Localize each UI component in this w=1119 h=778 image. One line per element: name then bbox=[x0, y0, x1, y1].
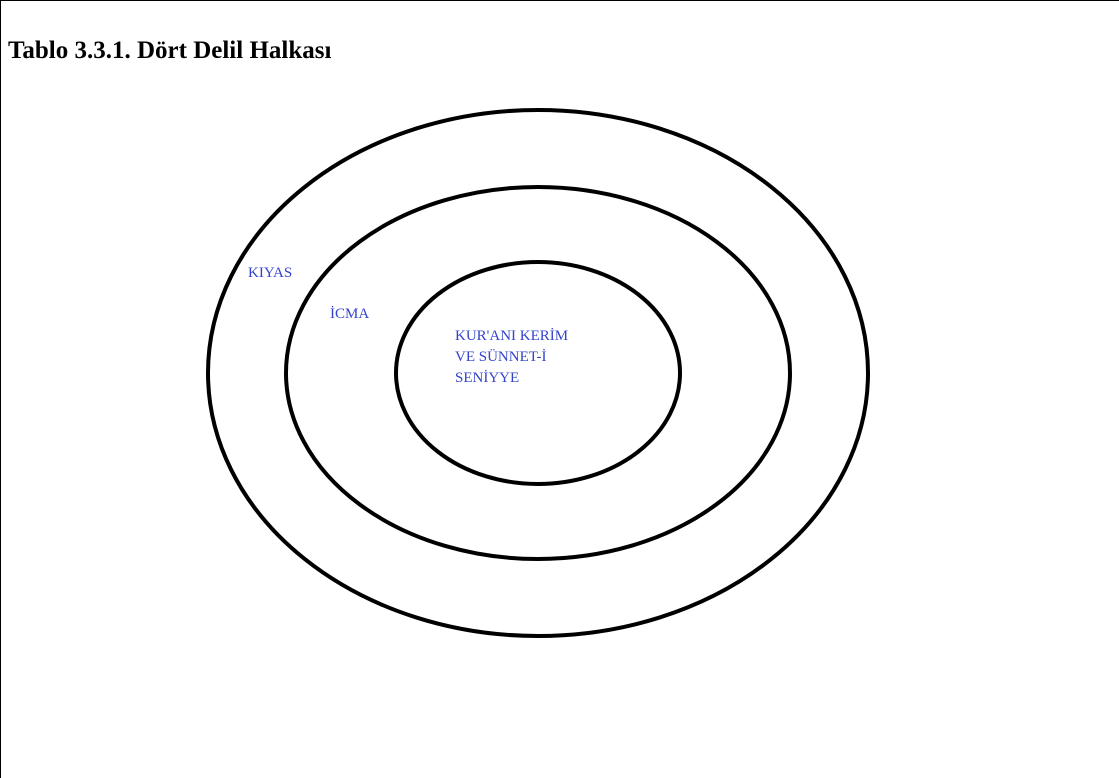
ring-label: SENİYYE bbox=[455, 370, 519, 386]
title: Tablo 3.3.1. Dört Delil Halkası bbox=[8, 37, 331, 64]
inner-ring bbox=[394, 260, 682, 486]
ring-label: KIYAS bbox=[248, 265, 292, 281]
outer-ring bbox=[206, 108, 870, 638]
ring-labels: KIYAS İCMA KUR'ANI KERİM VE SÜNNET-İ SENİYYE bbox=[248, 265, 568, 386]
middle-ring bbox=[284, 185, 792, 561]
ring-label: VE SÜNNET-İ bbox=[455, 348, 547, 365]
ring-label: KUR'ANI KERİM bbox=[455, 328, 568, 344]
ring-label: İCMA bbox=[330, 306, 369, 322]
